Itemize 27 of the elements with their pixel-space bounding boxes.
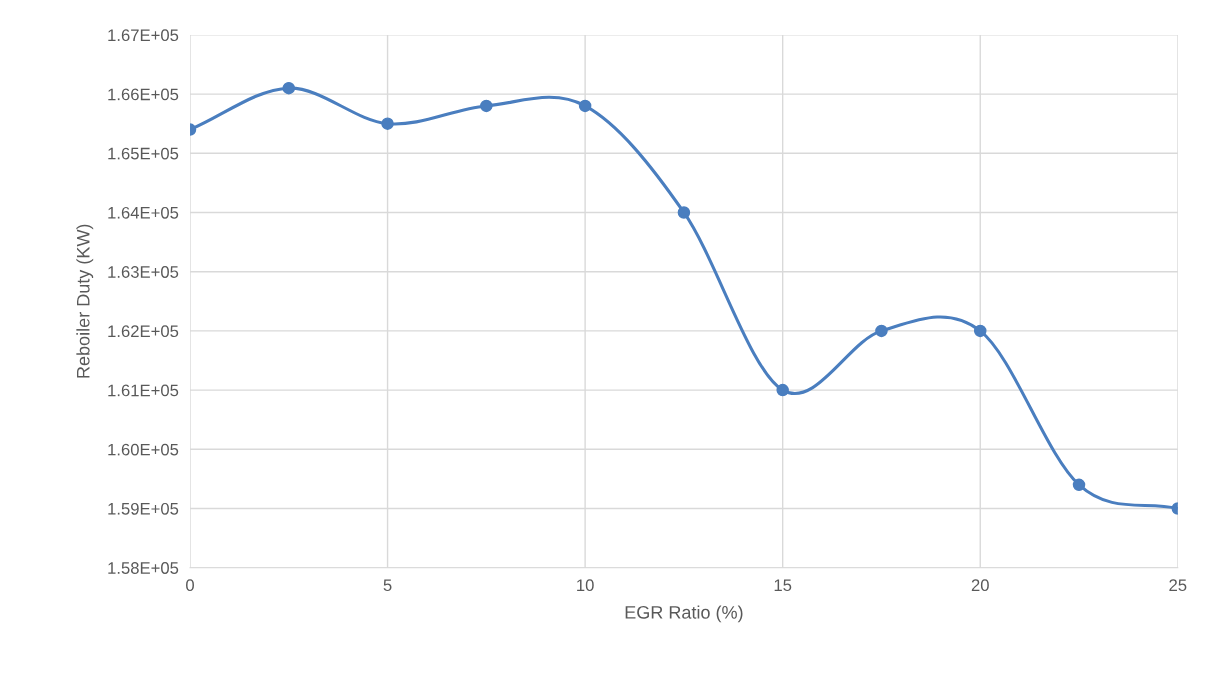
y-tick-label: 1.65E+05 [108,147,179,160]
y-tick-label: 1.67E+05 [108,29,179,42]
x-tick-label: 5 [383,579,392,592]
x-tick-label: 10 [577,579,594,592]
x-tick-label: 0 [186,579,194,592]
x-tick-label: 20 [971,579,989,592]
y-tick-label: 1.66E+05 [108,88,179,101]
y-tick-label: 1.61E+05 [108,384,179,397]
y-tick-label: 1.60E+05 [108,443,179,456]
point [282,81,296,95]
x-axis-title: EGR Ratio (%) [625,605,743,623]
y-tick-label: 1.59E+05 [108,502,179,515]
point [480,99,493,113]
x-tick-label: 15 [774,579,792,592]
point [776,383,789,397]
y-tick-label: 1.62E+05 [108,325,179,338]
y-tick-label: 1.63E+05 [108,266,179,278]
point [875,324,888,338]
y-axis-title: Reboiler Duty (KW) [76,224,94,378]
y-tick-label: 1.64E+05 [108,206,179,219]
point [973,324,987,338]
x-tick-label: 25 [1169,579,1187,592]
point [677,206,691,219]
y-tick-label: 1.58E+05 [108,562,179,574]
point [1072,478,1086,492]
point [381,117,394,130]
point [578,99,592,113]
